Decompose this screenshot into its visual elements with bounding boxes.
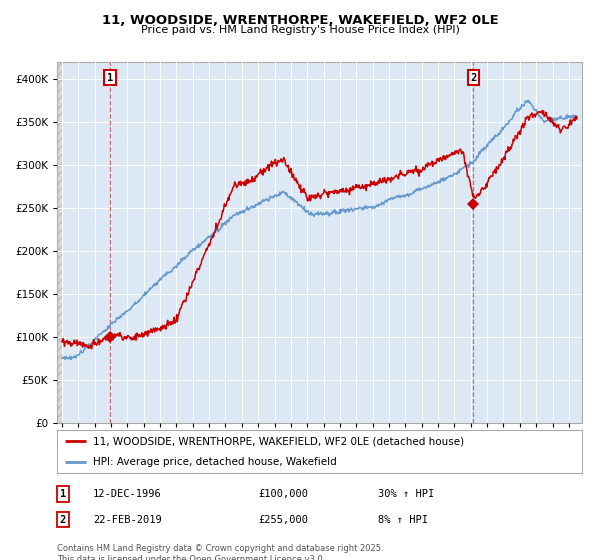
- Text: 1: 1: [107, 73, 113, 83]
- Text: HPI: Average price, detached house, Wakefield: HPI: Average price, detached house, Wake…: [93, 458, 337, 467]
- Text: 2: 2: [470, 73, 476, 83]
- Text: Contains HM Land Registry data © Crown copyright and database right 2025.
This d: Contains HM Land Registry data © Crown c…: [57, 544, 383, 560]
- Text: 12-DEC-1996: 12-DEC-1996: [93, 489, 162, 499]
- Text: 2: 2: [60, 515, 66, 525]
- Bar: [57, 62, 62, 423]
- Text: Price paid vs. HM Land Registry's House Price Index (HPI): Price paid vs. HM Land Registry's House …: [140, 25, 460, 35]
- Text: 11, WOODSIDE, WRENTHORPE, WAKEFIELD, WF2 0LE (detached house): 11, WOODSIDE, WRENTHORPE, WAKEFIELD, WF2…: [93, 436, 464, 446]
- Text: 22-FEB-2019: 22-FEB-2019: [93, 515, 162, 525]
- Text: £255,000: £255,000: [258, 515, 308, 525]
- Text: 1: 1: [60, 489, 66, 499]
- Text: 30% ↑ HPI: 30% ↑ HPI: [378, 489, 434, 499]
- Text: 11, WOODSIDE, WRENTHORPE, WAKEFIELD, WF2 0LE: 11, WOODSIDE, WRENTHORPE, WAKEFIELD, WF2…: [101, 14, 499, 27]
- Text: £100,000: £100,000: [258, 489, 308, 499]
- Text: 8% ↑ HPI: 8% ↑ HPI: [378, 515, 428, 525]
